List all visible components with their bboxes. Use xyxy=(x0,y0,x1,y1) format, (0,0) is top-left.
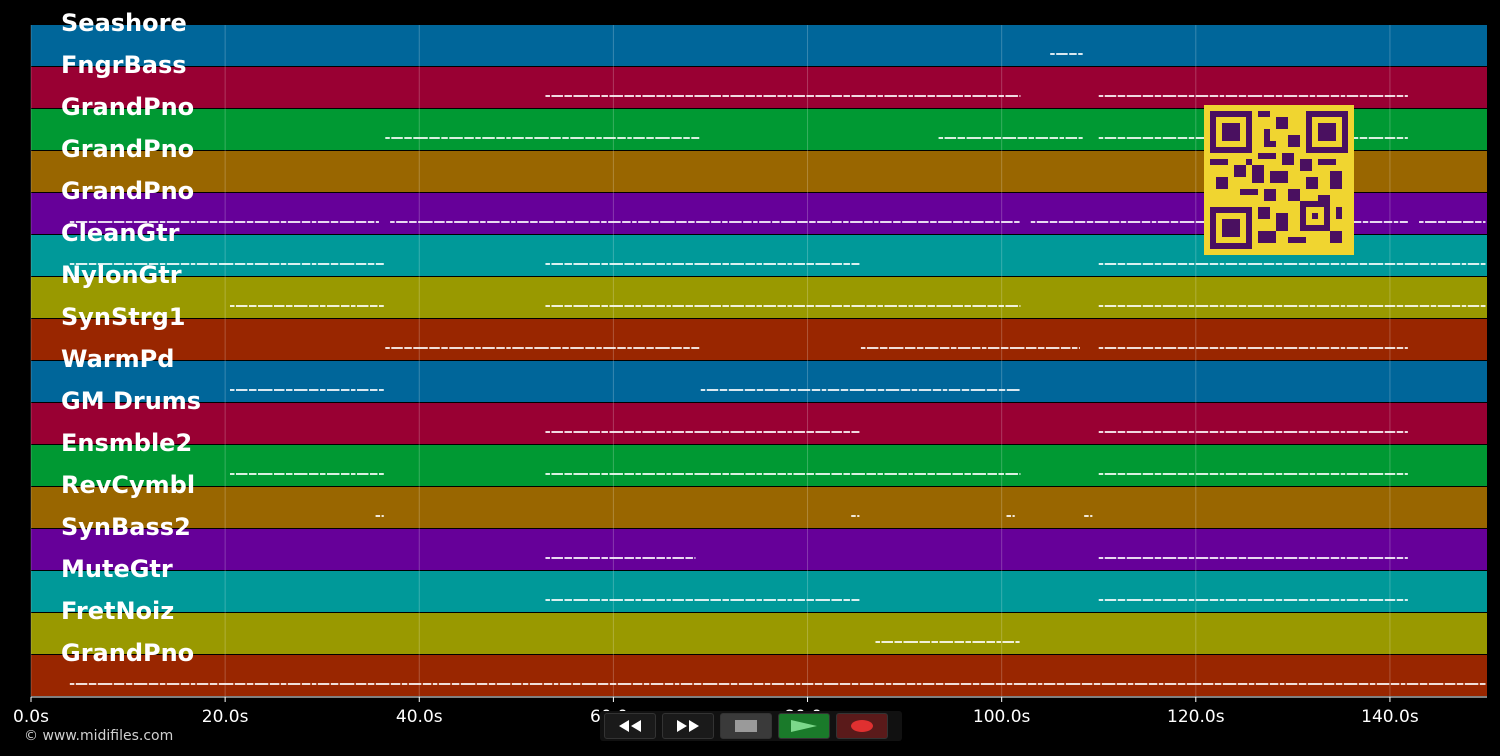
track-name: CleanGtr xyxy=(61,219,180,247)
track-name: RevCymbl xyxy=(61,471,195,499)
note-cluster xyxy=(545,431,860,433)
note-cluster xyxy=(1419,221,1486,223)
record-button[interactable] xyxy=(836,713,888,739)
note-cluster xyxy=(1098,431,1408,433)
note-cluster xyxy=(545,305,1021,307)
tick-label: 20.0s xyxy=(202,707,249,727)
note-cluster xyxy=(385,137,700,139)
note-cluster xyxy=(1084,515,1093,517)
note-cluster xyxy=(69,263,384,265)
track-name: GM Drums xyxy=(61,387,201,415)
tick-label: 100.0s xyxy=(973,707,1031,727)
note-cluster xyxy=(229,473,384,475)
track-name: Seashore xyxy=(61,9,187,37)
tick-label: 140.0s xyxy=(1361,707,1419,727)
track-lane xyxy=(31,529,1487,570)
track-lane xyxy=(31,361,1487,402)
record-icon xyxy=(851,720,873,732)
note-cluster xyxy=(375,515,384,517)
track-name: WarmPd xyxy=(61,345,174,373)
note-cluster xyxy=(69,221,379,223)
note-cluster xyxy=(1006,515,1015,517)
tick-label: 120.0s xyxy=(1167,707,1225,727)
transport-controls xyxy=(600,711,902,741)
note-cluster xyxy=(385,347,700,349)
qr-code xyxy=(1204,105,1354,255)
note-cluster xyxy=(545,263,860,265)
stop-button[interactable] xyxy=(720,713,772,739)
tick-label: 0.0s xyxy=(13,707,49,727)
note-cluster xyxy=(875,641,1020,643)
track-name: MuteGtr xyxy=(61,555,173,583)
note-cluster xyxy=(545,557,696,559)
stop-icon xyxy=(735,720,757,732)
note-cluster xyxy=(545,473,1021,475)
copyright-text: © www.midifiles.com xyxy=(24,728,174,744)
track-lane xyxy=(31,67,1487,108)
track-lane xyxy=(31,613,1487,654)
note-cluster xyxy=(390,221,1020,223)
note-cluster xyxy=(69,683,1486,685)
track-lane xyxy=(31,445,1487,486)
play-icon xyxy=(791,720,817,732)
note-cluster xyxy=(938,137,1083,139)
track-lane xyxy=(31,571,1487,612)
note-cluster xyxy=(1098,557,1408,559)
note-cluster xyxy=(851,515,860,517)
track-lane xyxy=(31,25,1487,66)
track-name: FngrBass xyxy=(61,51,187,79)
track-name: FretNoiz xyxy=(61,597,174,625)
track-lane xyxy=(31,655,1487,696)
note-cluster xyxy=(1050,53,1083,55)
track-name: SynStrg1 xyxy=(61,303,186,331)
tick-label: 40.0s xyxy=(396,707,443,727)
rewind-icon xyxy=(619,720,641,732)
note-cluster xyxy=(229,305,384,307)
note-cluster xyxy=(1098,95,1408,97)
track-name: GrandPno xyxy=(61,177,194,205)
rewind-button[interactable] xyxy=(604,713,656,739)
track-lane xyxy=(31,319,1487,360)
track-name: GrandPno xyxy=(61,93,194,121)
fast-forward-icon xyxy=(677,720,699,732)
note-cluster xyxy=(860,347,1080,349)
note-cluster xyxy=(545,599,860,601)
track-name: Ensmble2 xyxy=(61,429,192,457)
track-name: NylonGtr xyxy=(61,261,182,289)
track-lane xyxy=(31,487,1487,528)
note-cluster xyxy=(229,389,384,391)
play-button[interactable] xyxy=(778,713,830,739)
note-cluster xyxy=(1098,305,1486,307)
track-name: GrandPno xyxy=(61,135,194,163)
note-cluster xyxy=(1098,347,1408,349)
note-cluster xyxy=(1098,473,1408,475)
track-name: SynBass2 xyxy=(61,513,191,541)
track-lane xyxy=(31,277,1487,318)
note-cluster xyxy=(1098,599,1408,601)
track-lane xyxy=(31,403,1487,444)
track-name: GrandPno xyxy=(61,639,194,667)
note-cluster xyxy=(545,95,1021,97)
note-cluster xyxy=(700,389,1020,391)
note-cluster xyxy=(1098,263,1486,265)
fast-forward-button[interactable] xyxy=(662,713,714,739)
